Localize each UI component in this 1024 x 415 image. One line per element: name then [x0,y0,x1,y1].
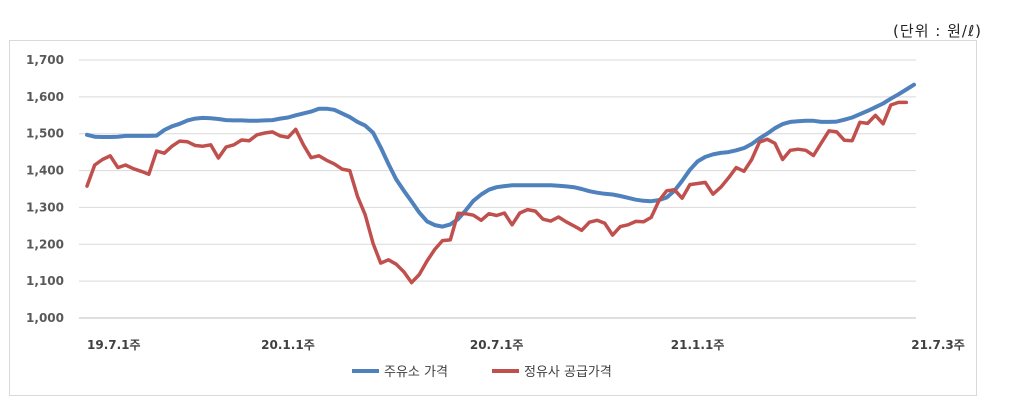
series-line-2 [85,100,909,285]
legend-label: 주유소 가격 [384,365,448,380]
x-tick-label: 20.1.1주 [261,338,315,352]
x-tick-label: 21.7.3주 [911,338,965,352]
y-tick-label: 1,400 [26,164,64,178]
y-tick-label: 1,200 [26,237,64,251]
gridlines [79,59,916,282]
y-tick-label: 1,000 [26,311,64,325]
x-tick-label: 21.1.1주 [671,338,725,352]
legend: 주유소 가격 정유사 공급가격 [352,365,612,380]
series-line-1 [85,82,916,229]
y-tick-label: 1,700 [26,53,64,67]
legend-label: 정유사 공급가격 [524,365,612,380]
y-tick-label: 1,500 [26,127,64,141]
y-tick-label: 1,600 [26,90,64,104]
chart-frame [9,40,977,396]
unit-label: (단위 : 원/ℓ) [893,22,982,40]
x-axis-ticks: 19.7.1주 20.1.1주 20.7.1주 21.1.1주 21.7.3주 [87,338,965,352]
y-axis-ticks: 1,000 1,100 1,200 1,300 1,400 1,500 1,600 1,700 [26,53,64,325]
y-tick-label: 1,100 [26,274,64,288]
y-tick-label: 1,300 [26,200,64,214]
series-lines [85,82,916,285]
x-tick-label: 20.7.1주 [470,338,524,352]
x-tick-label: 19.7.1주 [87,338,141,352]
